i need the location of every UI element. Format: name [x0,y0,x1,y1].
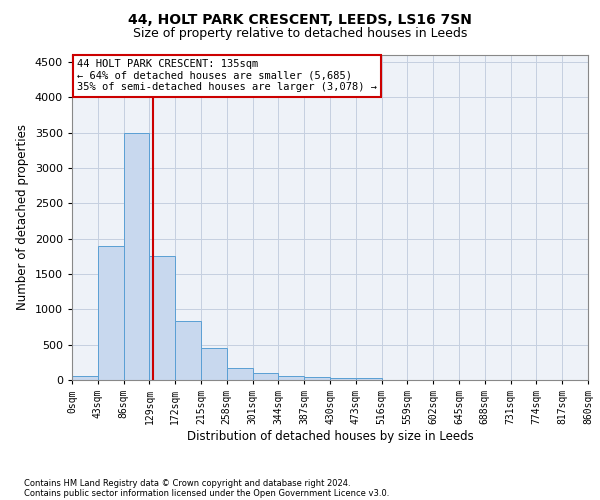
Text: 44 HOLT PARK CRESCENT: 135sqm
← 64% of detached houses are smaller (5,685)
35% o: 44 HOLT PARK CRESCENT: 135sqm ← 64% of d… [77,59,377,92]
Bar [253,373,278,380]
Bar [356,378,382,380]
Text: Contains public sector information licensed under the Open Government Licence v3: Contains public sector information licen… [24,488,389,498]
Bar [124,132,149,380]
Bar [72,376,98,380]
Bar [149,256,175,380]
Bar [98,246,124,380]
Y-axis label: Number of detached properties: Number of detached properties [16,124,29,310]
Text: Contains HM Land Registry data © Crown copyright and database right 2024.: Contains HM Land Registry data © Crown c… [24,478,350,488]
Bar [278,376,304,380]
Bar [330,378,356,380]
X-axis label: Distribution of detached houses by size in Leeds: Distribution of detached houses by size … [187,430,473,443]
Bar [201,348,227,380]
Text: Size of property relative to detached houses in Leeds: Size of property relative to detached ho… [133,28,467,40]
Bar [175,320,201,380]
Bar [227,368,253,380]
Text: 44, HOLT PARK CRESCENT, LEEDS, LS16 7SN: 44, HOLT PARK CRESCENT, LEEDS, LS16 7SN [128,12,472,26]
Bar [304,377,330,380]
